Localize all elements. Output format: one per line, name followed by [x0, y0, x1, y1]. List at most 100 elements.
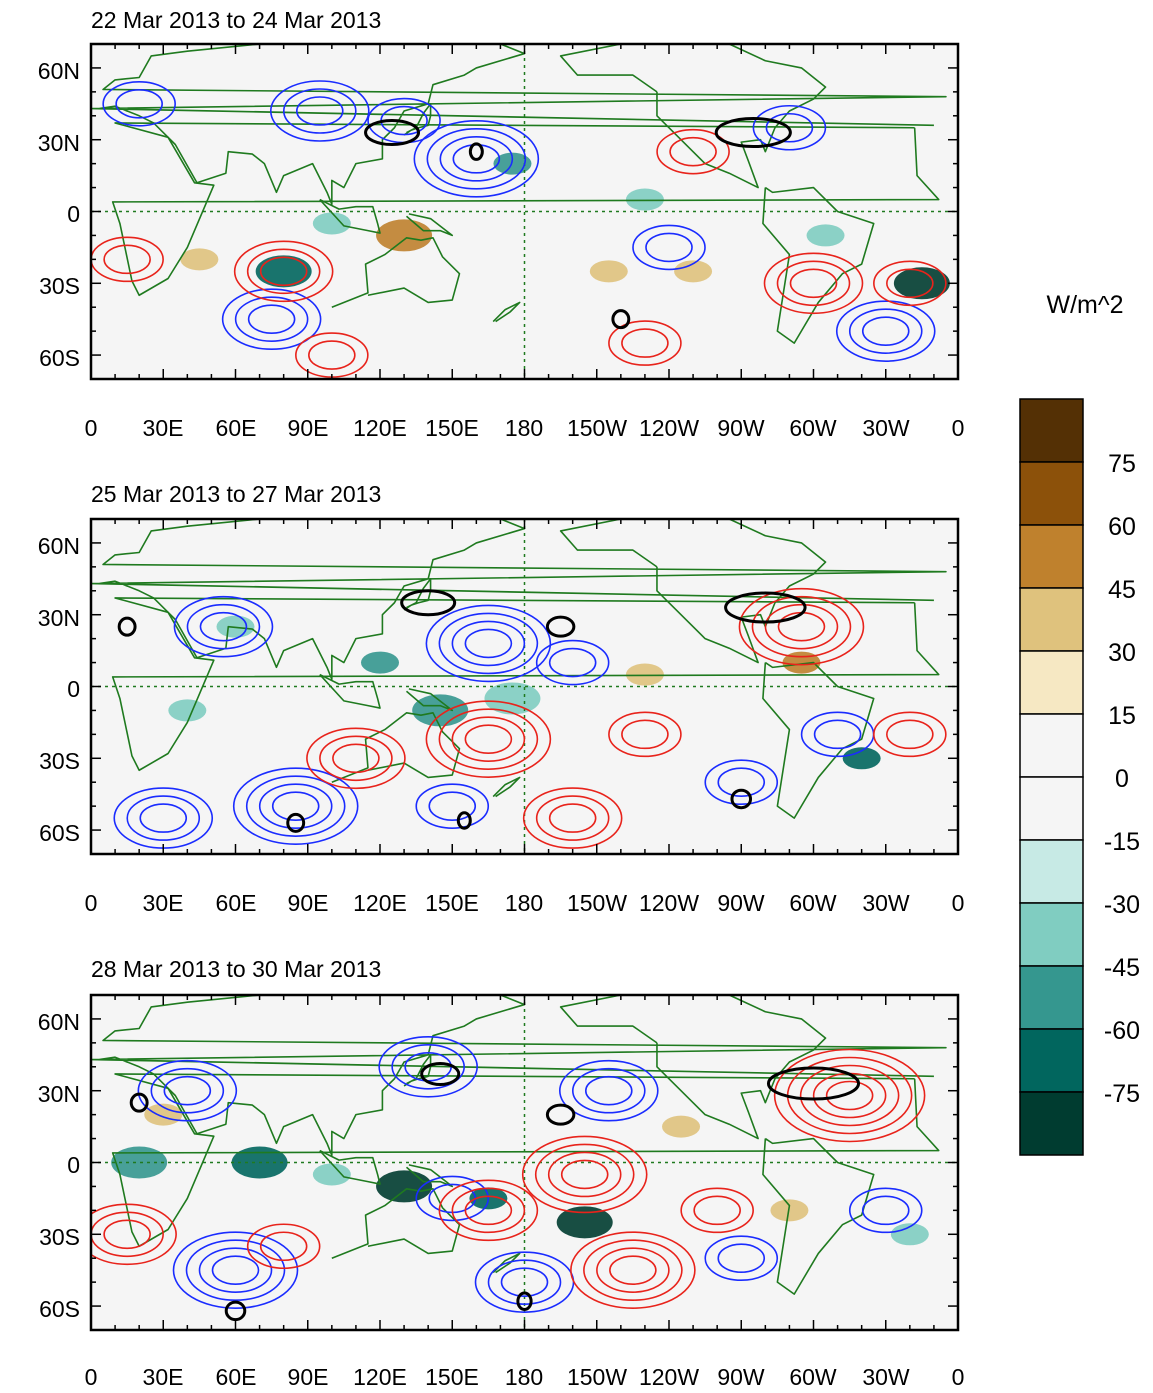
positive-contour [521, 1135, 648, 1214]
negative-contour [186, 603, 261, 650]
map-panel-3: 28 Mar 2013 to 30 Mar 2013 60N 30N 0 30S… [38, 956, 965, 1390]
positive-contour [534, 1143, 635, 1206]
panel-2-ticks [90, 518, 959, 855]
positive-contour [246, 248, 321, 295]
positive-contour [233, 240, 334, 303]
lat-label-30n: 30N [38, 1081, 80, 1107]
negative-contour [645, 232, 693, 263]
lon-label-60w: 60W [789, 415, 837, 441]
olr-shading [412, 694, 469, 727]
positive-contour [764, 603, 839, 650]
significance-contour [400, 589, 457, 617]
coastline [405, 688, 454, 712]
positive-contour [738, 587, 865, 666]
positive-contour [608, 711, 682, 758]
significance-contour [117, 616, 137, 637]
positive-contour [103, 244, 151, 275]
olr-shading [376, 1170, 433, 1203]
lon-label-0: 0 [85, 890, 98, 916]
negative-contour [415, 783, 490, 829]
negative-contour [704, 759, 779, 806]
positive-contour [548, 803, 597, 833]
panel-2-title: 25 Mar 2013 to 27 Mar 2013 [91, 481, 381, 507]
significance-contour [545, 1103, 576, 1126]
olr-shading [890, 1223, 929, 1246]
negative-contour [438, 612, 539, 675]
positive-contour [776, 260, 851, 307]
significance-contour [468, 142, 484, 161]
lon-label-120e: 120E [353, 1364, 407, 1390]
lon-label-30w: 30W [862, 1364, 910, 1390]
significance-contour [286, 812, 306, 833]
olr-shading [806, 224, 845, 247]
significance-contour [129, 1092, 149, 1113]
coastline [111, 122, 940, 297]
positive-contour [451, 1187, 526, 1234]
olr-shading [312, 212, 351, 235]
panel-3-ticks [90, 994, 959, 1331]
olr-shading [180, 248, 219, 271]
coastline [331, 712, 461, 783]
positive-contour [547, 1151, 622, 1198]
panel-1-title: 22 Mar 2013 to 24 Mar 2013 [91, 7, 381, 33]
lat-label-eq: 0 [67, 676, 80, 702]
olr-shading [674, 260, 713, 283]
negative-contour [198, 1247, 273, 1293]
positive-contour [438, 1179, 539, 1242]
panel-3-title: 28 Mar 2013 to 30 Mar 2013 [91, 956, 381, 982]
negative-contour [632, 224, 706, 271]
lon-label-60e: 60E [216, 890, 257, 916]
positive-contour [451, 716, 526, 762]
negative-contour [835, 300, 936, 362]
lon-label-90e: 90E [288, 415, 329, 441]
colorbar-label-m60: -60 [1104, 1017, 1140, 1045]
coastline [492, 301, 521, 323]
panel-3-lon-axis: 0 30E 60E 90E 120E 150E 180 150W 120W 90… [85, 1364, 965, 1390]
coastline [91, 519, 947, 681]
significance-contour [516, 1291, 533, 1312]
negative-contour [425, 604, 552, 683]
negative-contour [163, 1075, 212, 1106]
colorbar-box [1019, 965, 1084, 1030]
colorbar-box [1019, 398, 1084, 463]
panel-1-map-layers [91, 44, 958, 379]
positive-contour [789, 268, 838, 299]
colorbar-box [1019, 650, 1084, 715]
colorbar-label-15: 15 [1108, 702, 1136, 730]
olr-shading [312, 1163, 351, 1186]
lat-label-60n: 60N [38, 533, 80, 559]
negative-contour [269, 80, 370, 142]
olr-shading [556, 1206, 613, 1239]
lon-label-180: 180 [505, 415, 543, 441]
significance-contour [224, 1300, 247, 1322]
colorbar: W/m^2 75 60 45 30 15 0 -15 -30 -45 -60 -… [1019, 291, 1140, 1156]
map-panel-2: 25 Mar 2013 to 27 Mar 2013 60N 30N 0 30S… [38, 481, 965, 916]
coastline [331, 237, 461, 308]
positive-contour [464, 724, 513, 754]
lon-label-360: 0 [952, 1364, 965, 1390]
negative-contour [704, 1235, 779, 1282]
lon-label-90e: 90E [288, 1364, 329, 1390]
negative-contour [765, 112, 814, 143]
lat-label-60n: 60N [38, 58, 80, 84]
positive-contour [669, 136, 717, 167]
negative-contour [451, 620, 526, 667]
lon-label-30e: 30E [143, 415, 184, 441]
significance-contour [724, 591, 807, 624]
negative-contour [102, 81, 176, 127]
olr-shading [625, 188, 664, 211]
lat-label-30s: 30S [39, 748, 80, 774]
positive-contour [306, 727, 406, 790]
positive-contour [246, 1223, 321, 1270]
negative-contour [126, 795, 201, 841]
significance-contour [420, 1061, 461, 1086]
panel-2-map-layers [91, 519, 958, 854]
negative-contour [848, 308, 923, 354]
lon-label-120e: 120E [353, 415, 407, 441]
coastline [403, 1054, 432, 1087]
positive-contour [91, 1203, 177, 1266]
positive-contour [873, 260, 947, 307]
olr-shading [662, 1115, 701, 1138]
negative-contour [548, 647, 597, 678]
negative-contour [115, 89, 163, 119]
